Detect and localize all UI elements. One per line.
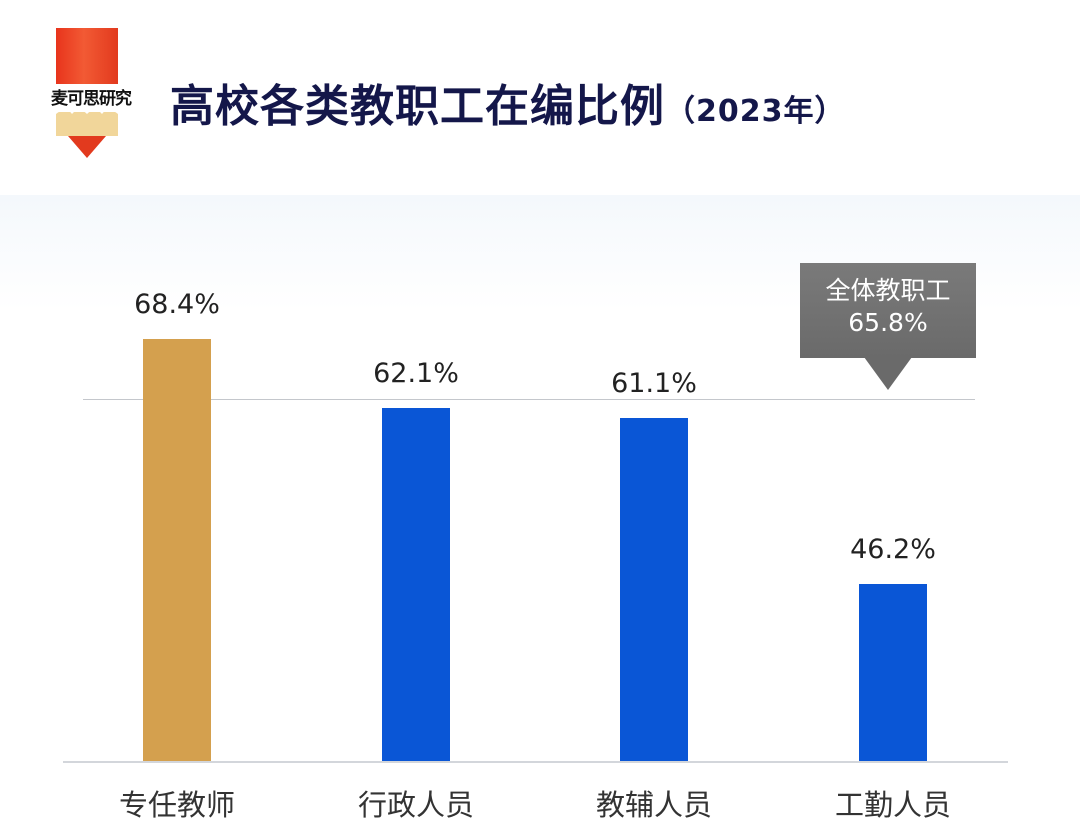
bar-administrative-staff [382, 408, 450, 762]
category-label: 专任教师 [118, 788, 235, 822]
page-title: 高校各类教职工在编比例（2023年） [170, 70, 846, 134]
value-label: 68.4% [134, 289, 220, 320]
value-label: 46.2% [850, 534, 936, 565]
title-main: 高校各类教职工在编比例 [170, 81, 665, 132]
logo-text: 麦可思研究 [36, 86, 146, 112]
x-axis-line [63, 761, 1008, 763]
brand-logo: 麦可思研究 [36, 26, 146, 161]
callout-value: 65.8% [848, 308, 928, 337]
bar-full-time-teachers [143, 339, 211, 762]
bar-service-staff [859, 584, 927, 762]
category-label: 行政人员 [357, 788, 474, 822]
pencil-icon [56, 28, 118, 84]
pencil-tip-icon [56, 110, 118, 158]
category-label: 工勤人员 [834, 788, 951, 822]
value-label: 62.1% [373, 358, 459, 389]
overall-average-callout: 全体教职工 65.8% [800, 263, 976, 358]
category-label: 教辅人员 [595, 788, 712, 822]
reference-line [83, 399, 975, 400]
value-label: 61.1% [611, 368, 697, 399]
callout-label: 全体教职工 [825, 276, 951, 305]
callout-pointer-icon [864, 357, 912, 390]
title-year: （2023年） [665, 94, 846, 129]
bar-teaching-support-staff [620, 418, 688, 762]
